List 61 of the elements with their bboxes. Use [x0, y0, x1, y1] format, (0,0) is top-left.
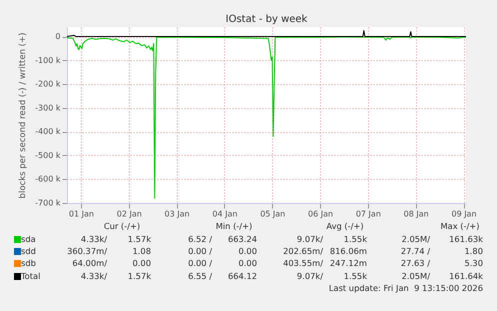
text: 2.05M/: [402, 233, 430, 245]
text: Last update: Fri Jan 9 13:15:00 2026: [328, 282, 483, 294]
x-tick-label: 03 Jan: [164, 210, 190, 218]
y-tick-label: -400 k: [35, 127, 61, 136]
text: 6.55 /: [188, 270, 212, 282]
y-axis-title: blocks per second read (-) / written (+): [18, 32, 28, 198]
text: 1.55k: [344, 233, 367, 245]
text: Avg (-/+): [326, 220, 364, 232]
text: Max (-/+): [440, 220, 480, 232]
x-tick-label: 06 Jan: [308, 210, 334, 218]
text: 4.33k/: [80, 270, 107, 282]
text: 360.37m/: [67, 245, 107, 258]
text: 5.30: [464, 257, 483, 270]
text: 0.00: [238, 245, 257, 258]
text: 664.12: [228, 270, 257, 282]
y-tick-label: 0: [55, 32, 60, 42]
text: 403.55m/: [283, 257, 323, 270]
y-tick-label: -700 k: [35, 198, 61, 208]
text: Cur (-/+): [104, 220, 140, 232]
text: Min (-/+): [216, 220, 252, 232]
x-tick-label: 04 Jan: [212, 210, 238, 218]
chart-title: IOstat - by week: [226, 14, 308, 25]
text: 161.63k: [449, 233, 483, 245]
y-tick-label: -600 k: [35, 174, 61, 184]
text: 2.05M/: [402, 270, 430, 282]
y-tick-label: -100 k: [35, 56, 61, 65]
text: 9.07k/: [296, 270, 323, 282]
text: 1.08: [132, 245, 151, 258]
text: 1.57k: [128, 270, 151, 282]
x-tick-label: 02 Jan: [116, 210, 142, 218]
text: 161.64k: [449, 270, 483, 282]
x-tick-label: 07 Jan: [356, 210, 381, 218]
text: 27.74 /: [400, 245, 430, 258]
text: 1.57k: [128, 233, 151, 245]
text: 0.00: [132, 257, 151, 270]
text: 663.24: [228, 233, 257, 245]
text: 247.12m: [330, 257, 367, 270]
text: 202.65m/: [283, 245, 323, 258]
line-series: [66, 36, 466, 199]
text: 4.33k/: [80, 233, 107, 245]
text: 0.00 /: [188, 257, 212, 270]
x-tick-label: 09 Jan: [451, 210, 477, 218]
text: 1.80: [464, 245, 483, 258]
text: 27.63 /: [400, 257, 430, 270]
text: 0.00 /: [188, 245, 212, 258]
text: 9.07k/: [296, 233, 323, 245]
text: 1.55k: [344, 270, 367, 282]
text: 816.06m: [330, 245, 367, 258]
x-tick-label: 08 Jan: [404, 210, 429, 218]
y-tick-label: -300 k: [35, 103, 61, 112]
y-tick-label: -500 k: [35, 150, 61, 160]
y-tick-label: -200 k: [35, 80, 61, 89]
text: 64.00m/: [72, 257, 107, 270]
text: 0.00: [238, 257, 257, 270]
text: 6.52 /: [188, 233, 212, 245]
x-tick-label: 01 Jan: [68, 210, 94, 218]
legend-label: Total: [21, 270, 40, 282]
legend-label: sdd: [21, 245, 36, 258]
x-tick-label: 05 Jan: [260, 210, 286, 218]
legend-label: sda: [21, 233, 36, 245]
legend-label: sdb: [21, 257, 36, 270]
